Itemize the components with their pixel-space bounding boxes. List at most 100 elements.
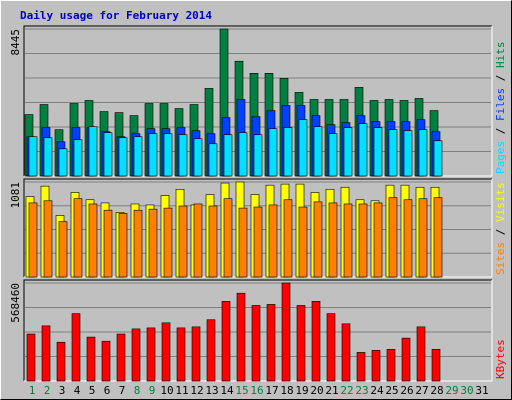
panel-edge-dark <box>23 25 492 176</box>
x-tick-label: 5 <box>89 384 96 397</box>
bar <box>163 133 173 177</box>
bar <box>161 322 171 382</box>
x-tick-label: 17 <box>265 384 278 397</box>
bar <box>86 336 96 382</box>
bar <box>281 282 291 382</box>
bar <box>418 198 428 278</box>
x-tick-label: 21 <box>325 384 338 397</box>
bar <box>251 305 261 382</box>
bar <box>343 203 353 278</box>
bar <box>88 126 98 177</box>
x-tick-label: 18 <box>280 384 293 397</box>
legend: KBytes <box>494 339 507 379</box>
bar <box>131 328 141 382</box>
bar <box>133 209 143 278</box>
bar <box>266 304 276 382</box>
bar <box>148 208 158 278</box>
bar <box>116 333 126 382</box>
bar <box>328 202 338 278</box>
x-tick-label: 20 <box>310 384 323 397</box>
bar <box>193 203 203 278</box>
x-tick-label: 14 <box>220 384 234 397</box>
bar <box>298 206 308 278</box>
bar <box>58 221 68 278</box>
bar <box>73 198 83 278</box>
panel-edge-dark <box>23 279 492 381</box>
bar <box>178 134 188 177</box>
x-tick-label: 30 <box>460 384 473 397</box>
bar <box>416 326 426 382</box>
bar <box>298 119 308 177</box>
legend-separator: / <box>494 121 507 141</box>
x-tick-label: 22 <box>340 384 353 397</box>
legend-entry: Visits <box>494 182 507 222</box>
bar <box>43 137 53 177</box>
bar <box>268 128 278 177</box>
bar <box>431 349 441 382</box>
bar <box>71 313 81 382</box>
bar <box>118 212 128 278</box>
bar <box>238 132 248 177</box>
bar <box>358 203 368 278</box>
x-tick-label: 16 <box>250 384 263 397</box>
bar <box>56 341 66 382</box>
x-tick-label: 6 <box>104 384 111 397</box>
bar <box>326 313 336 382</box>
x-tick-label: 19 <box>295 384 308 397</box>
legend-entry: Hits <box>494 42 507 69</box>
x-tick-label: 23 <box>355 384 368 397</box>
x-tick-label: 3 <box>59 384 66 397</box>
x-tick-label: 4 <box>74 384 81 397</box>
bar <box>58 148 68 177</box>
bar <box>403 130 413 177</box>
bar <box>193 138 203 177</box>
bar <box>88 203 98 278</box>
bar <box>236 292 246 382</box>
bar <box>358 123 368 177</box>
bar <box>283 127 293 177</box>
bar <box>356 352 366 382</box>
bar <box>418 129 428 177</box>
bar <box>238 207 248 278</box>
bar <box>208 143 218 177</box>
bar <box>401 337 411 382</box>
bar <box>73 139 83 177</box>
bar <box>311 301 321 382</box>
x-tick-label: 1 <box>29 384 36 397</box>
x-tick-label: 9 <box>149 384 156 397</box>
legend: Pages / Files / Hits <box>494 42 507 175</box>
legend-separator: / <box>494 222 507 242</box>
bar <box>343 127 353 177</box>
x-tick-label: 8 <box>134 384 141 397</box>
bar <box>433 197 443 278</box>
bar <box>371 350 381 382</box>
bar <box>373 202 383 278</box>
bar <box>403 199 413 278</box>
legend-entry: KBytes <box>494 339 507 379</box>
bar <box>341 323 351 382</box>
x-tick-label: 7 <box>119 384 126 397</box>
bar <box>133 136 143 177</box>
bar <box>433 140 443 177</box>
bar <box>163 207 173 278</box>
bar <box>223 198 233 278</box>
x-tick-label: 28 <box>430 384 443 397</box>
bar <box>221 301 231 382</box>
chart-title: Daily usage for February 2014 <box>20 9 212 22</box>
bar <box>103 132 113 177</box>
bar <box>283 199 293 278</box>
bar <box>253 206 263 278</box>
bar <box>101 340 111 382</box>
bar <box>386 349 396 382</box>
bar <box>206 319 216 382</box>
bar <box>103 209 113 278</box>
x-tick-label: 2 <box>44 384 51 397</box>
legend: Sites / Visits <box>494 182 507 275</box>
bar <box>223 134 233 177</box>
bar <box>388 129 398 177</box>
x-tick-label: 27 <box>415 384 428 397</box>
bar <box>28 136 38 177</box>
x-tick-label: 13 <box>205 384 218 397</box>
